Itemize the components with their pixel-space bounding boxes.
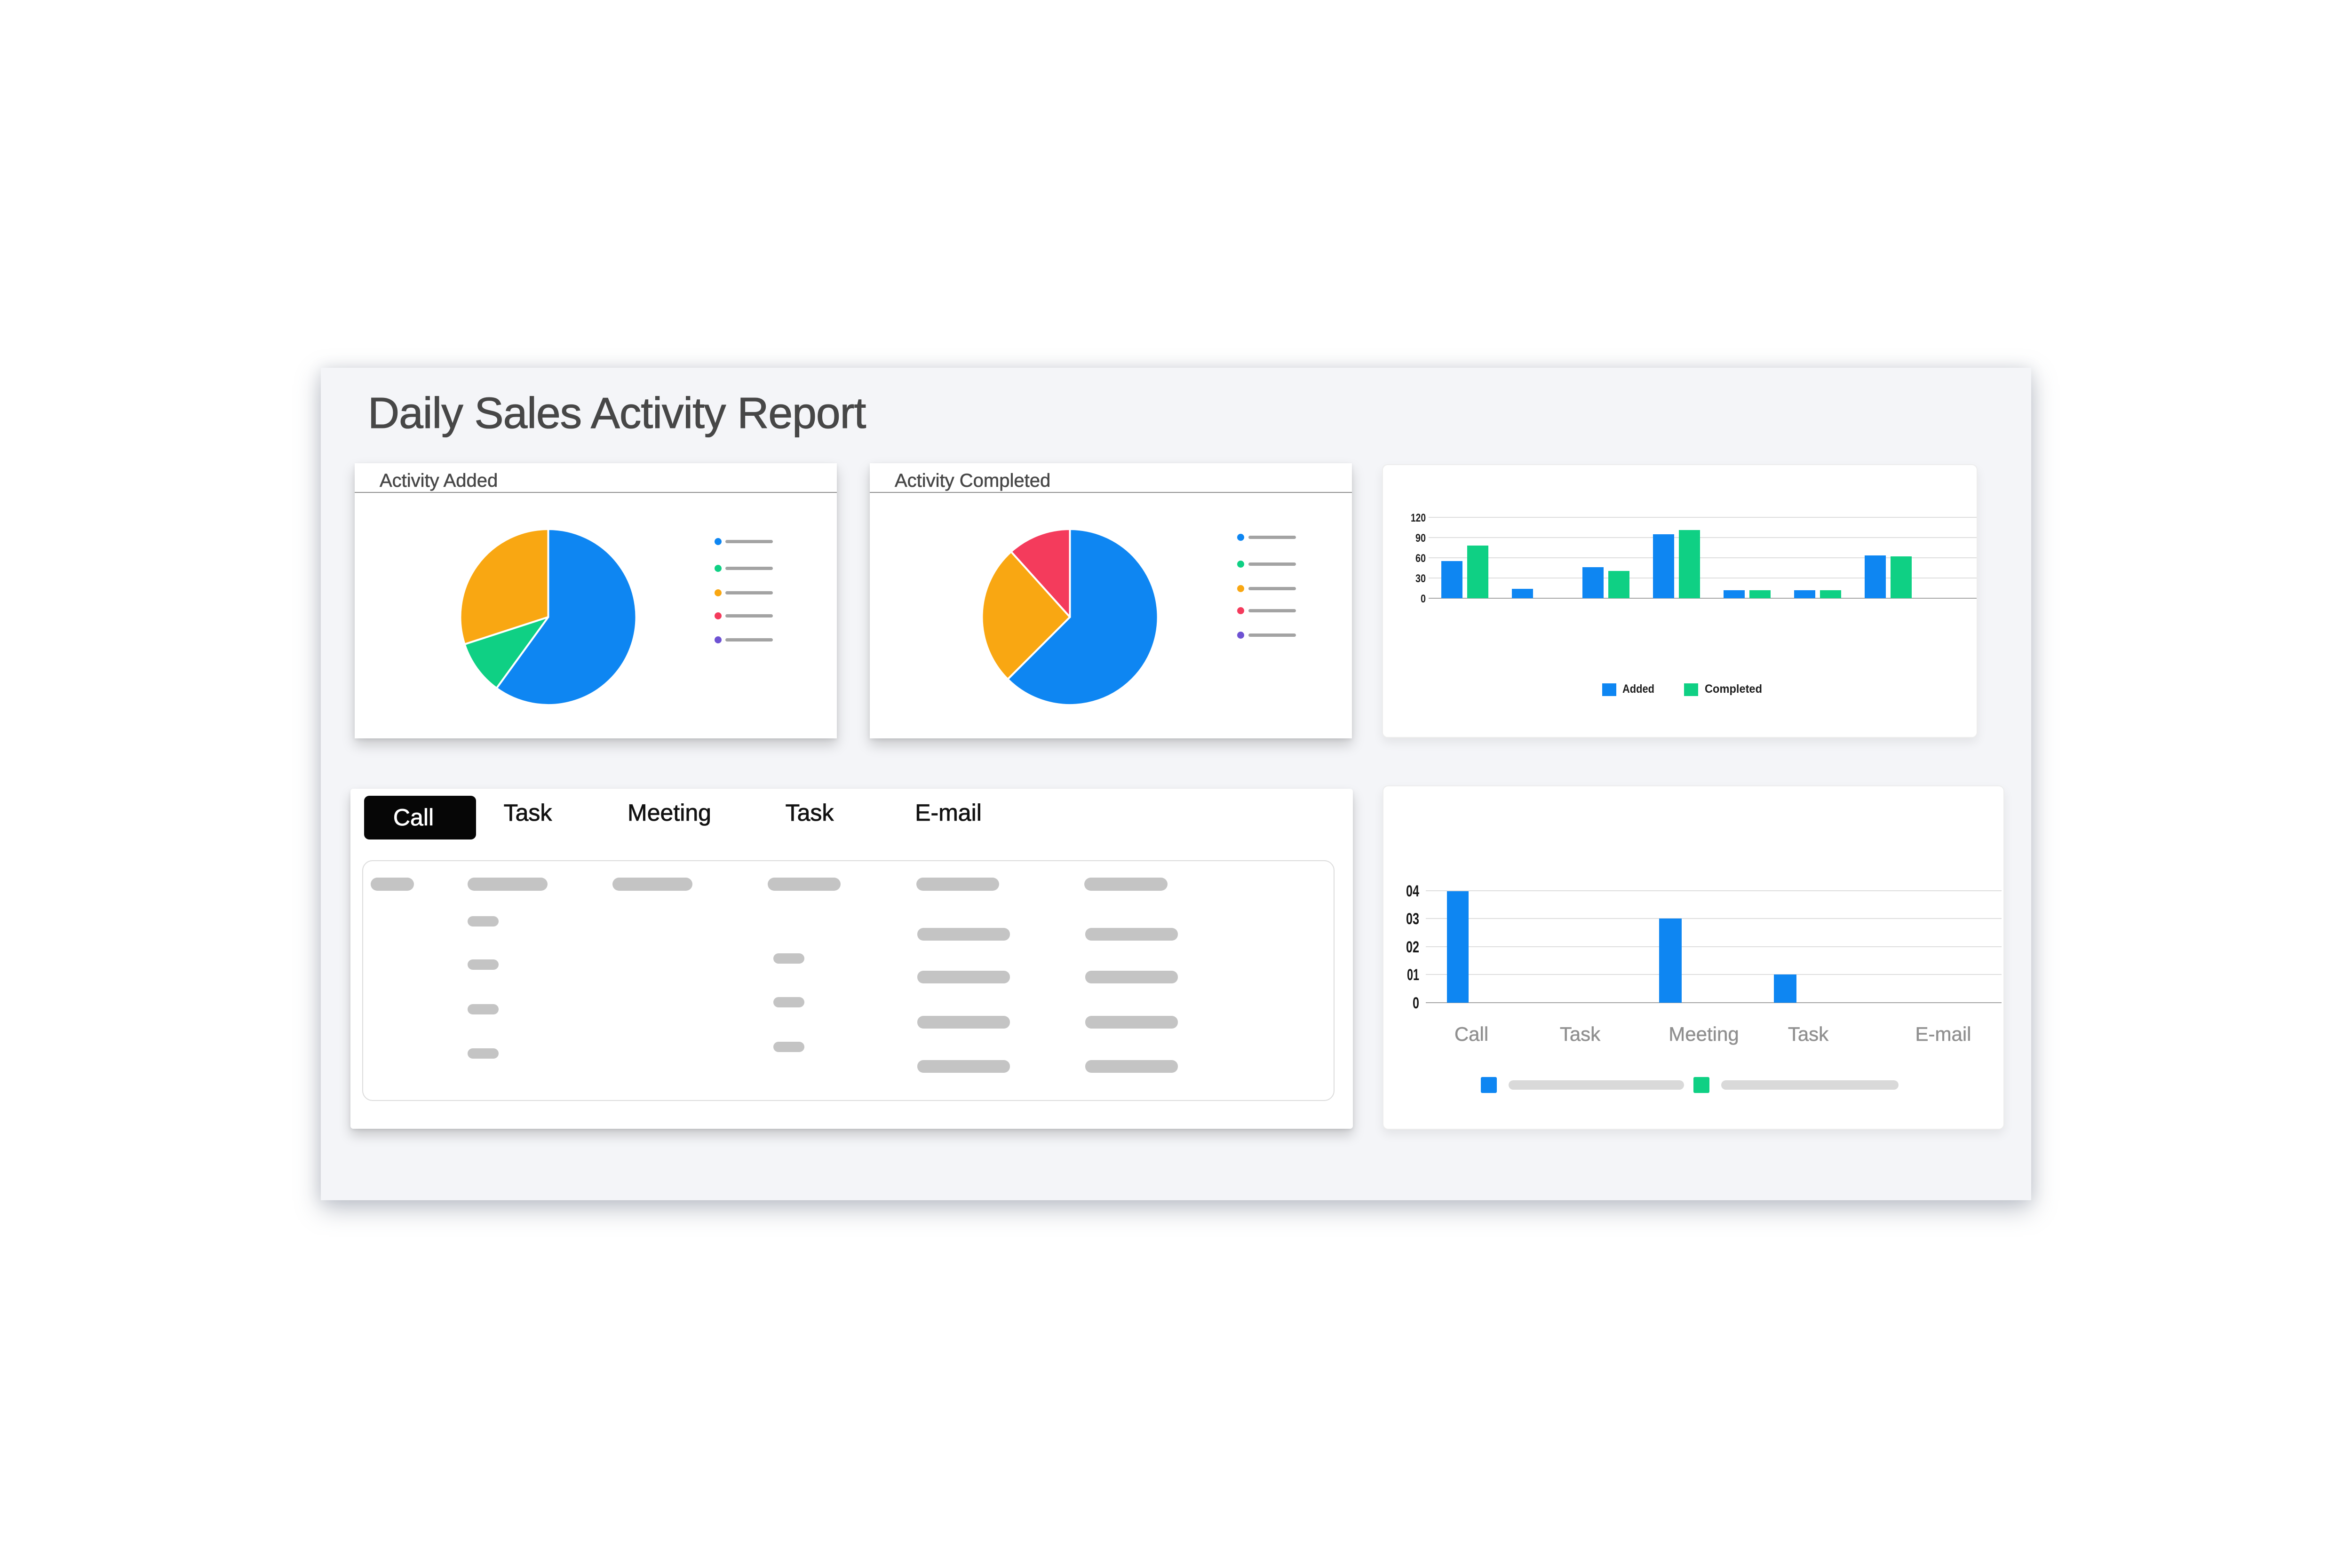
svg-text:01: 01 [1407, 966, 1419, 984]
svg-text:04: 04 [1406, 882, 1419, 900]
svg-text:60: 60 [1415, 552, 1426, 565]
svg-text:02: 02 [1406, 938, 1419, 956]
svg-text:03: 03 [1406, 910, 1419, 928]
svg-text:0: 0 [1421, 593, 1426, 605]
svg-text:90: 90 [1415, 532, 1426, 545]
svg-text:120: 120 [1411, 512, 1426, 524]
svg-text:Completed: Completed [1705, 682, 1762, 696]
svg-text:Added: Added [1622, 682, 1654, 696]
svg-text:30: 30 [1415, 572, 1426, 585]
svg-text:0: 0 [1413, 994, 1419, 1012]
